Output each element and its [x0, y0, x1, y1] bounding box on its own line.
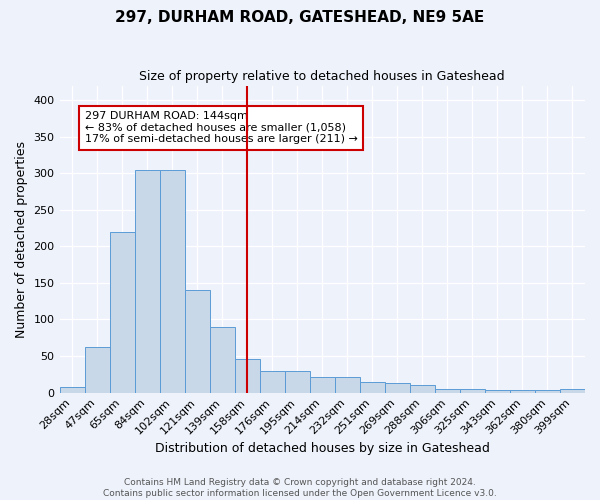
Bar — [560, 389, 585, 392]
Bar — [59, 387, 85, 392]
Text: 297 DURHAM ROAD: 144sqm
← 83% of detached houses are smaller (1,058)
17% of semi: 297 DURHAM ROAD: 144sqm ← 83% of detache… — [85, 111, 358, 144]
Bar — [134, 170, 160, 392]
Bar — [535, 390, 560, 392]
Bar — [385, 383, 410, 392]
Bar — [185, 290, 209, 392]
Bar — [410, 384, 435, 392]
Bar — [260, 370, 285, 392]
Bar — [310, 376, 335, 392]
Bar — [435, 389, 460, 392]
Bar — [160, 170, 185, 392]
Bar — [360, 382, 385, 392]
Text: Contains HM Land Registry data © Crown copyright and database right 2024.
Contai: Contains HM Land Registry data © Crown c… — [103, 478, 497, 498]
Bar — [460, 389, 485, 392]
Bar — [485, 390, 510, 392]
Y-axis label: Number of detached properties: Number of detached properties — [15, 140, 28, 338]
Bar — [285, 370, 310, 392]
Bar — [209, 327, 235, 392]
Title: Size of property relative to detached houses in Gateshead: Size of property relative to detached ho… — [139, 70, 505, 83]
Text: 297, DURHAM ROAD, GATESHEAD, NE9 5AE: 297, DURHAM ROAD, GATESHEAD, NE9 5AE — [115, 10, 485, 25]
X-axis label: Distribution of detached houses by size in Gateshead: Distribution of detached houses by size … — [155, 442, 490, 455]
Bar — [510, 390, 535, 392]
Bar — [335, 376, 360, 392]
Bar — [85, 346, 110, 393]
Bar — [110, 232, 134, 392]
Bar — [235, 359, 260, 392]
